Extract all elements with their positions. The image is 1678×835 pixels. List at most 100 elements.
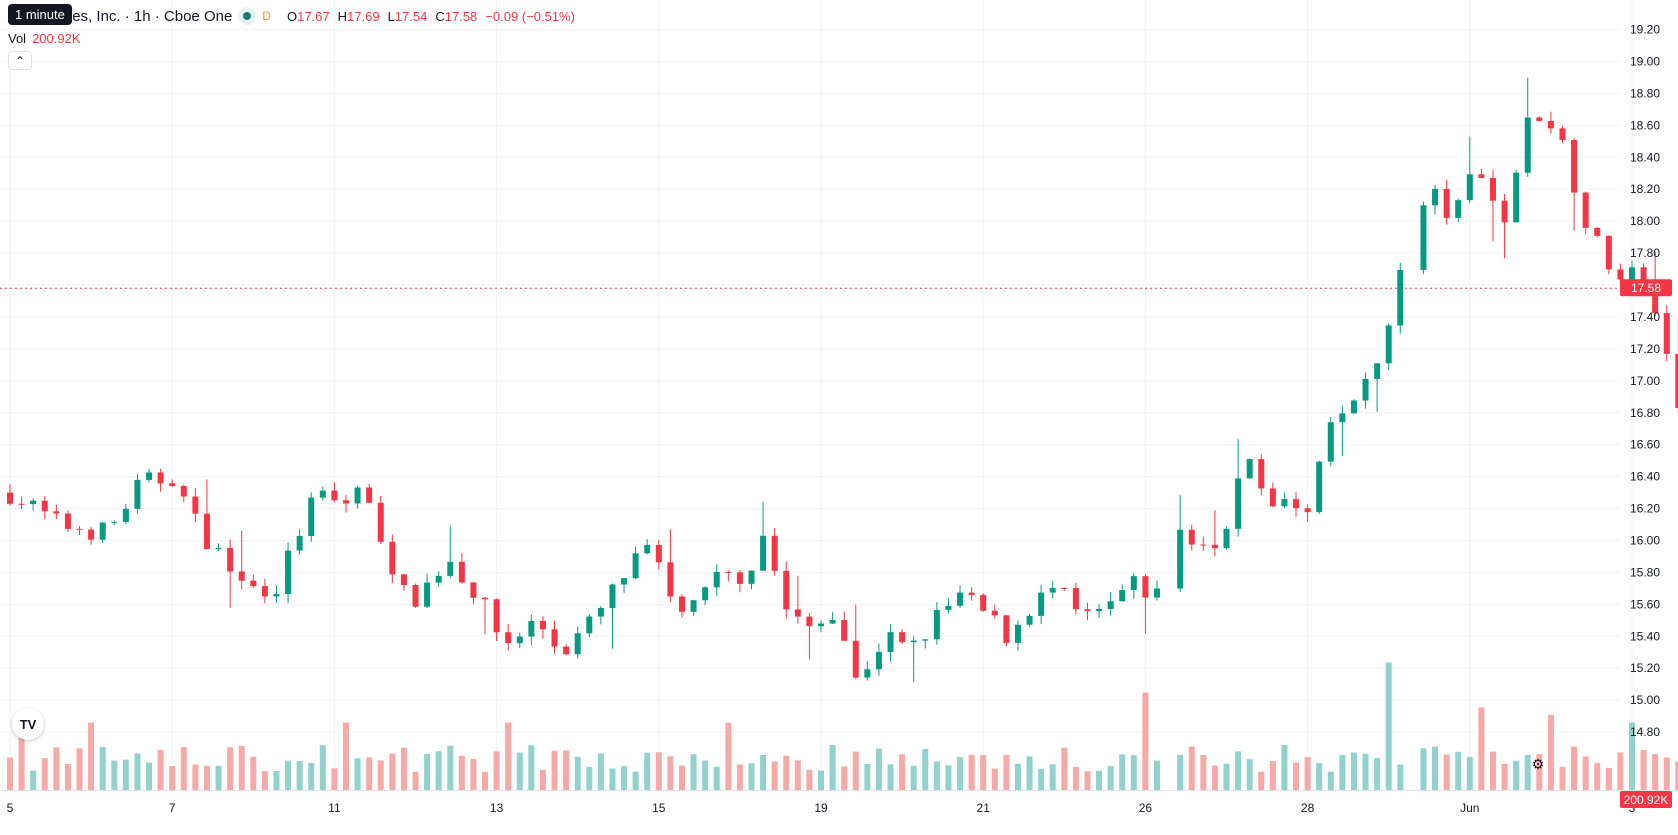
candle-body <box>99 522 106 540</box>
volume-bar <box>1350 752 1357 790</box>
price-tick-label: 16.20 <box>1630 502 1660 516</box>
volume-bar <box>1119 754 1126 790</box>
volume-bar <box>678 765 685 790</box>
candle-body <box>1014 624 1021 643</box>
volume-bar <box>667 756 674 790</box>
volume-bar <box>1153 760 1160 790</box>
candle-body <box>157 472 164 484</box>
candle-body <box>922 639 929 641</box>
volume-bar <box>1513 760 1520 790</box>
candle-body <box>586 616 593 634</box>
volume-legend[interactable]: Vol 200.92K <box>8 31 81 46</box>
volume-bar <box>1362 753 1369 790</box>
volume-bar <box>551 750 558 790</box>
candle-body <box>678 596 685 612</box>
tradingview-logo-icon[interactable]: TV <box>12 708 44 740</box>
volume-bar <box>1096 770 1103 790</box>
volume-bar <box>1443 754 1450 790</box>
volume-bar <box>725 722 732 790</box>
candle-body <box>424 582 431 607</box>
volume-bar <box>574 756 581 790</box>
price-tick-label: 18.40 <box>1630 150 1660 164</box>
volume-bar <box>887 764 894 790</box>
grid <box>0 0 1678 791</box>
volume-bar <box>1397 764 1404 790</box>
candle-body <box>215 548 222 550</box>
candle-body <box>1582 192 1589 228</box>
price-tick-label: 18.60 <box>1630 118 1660 132</box>
symbol-legend[interactable]: echnologies, Inc. · 1h · Cboe One D O17.… <box>8 7 575 25</box>
volume-bar <box>1038 768 1045 790</box>
candle-body <box>1478 174 1485 178</box>
volume-bar <box>1293 762 1300 790</box>
candle-body <box>18 503 25 505</box>
collapse-legend-button[interactable]: ⌃ <box>8 51 32 70</box>
volume-bar <box>1385 662 1392 790</box>
price-axis[interactable]: 19.20 19.00 18.80 18.60 18.40 18.20 18.00 17.80… <box>1630 23 1660 740</box>
volume-bar <box>1026 756 1033 790</box>
volume-bar <box>505 722 512 790</box>
candle-body <box>1640 267 1647 289</box>
volume-bar <box>1675 761 1678 790</box>
candle-body <box>1084 609 1091 612</box>
volume-bar <box>319 745 326 790</box>
volume-bar <box>1617 752 1624 790</box>
candle-body <box>1443 188 1450 218</box>
volume-bar <box>655 752 662 790</box>
volume-bar <box>1049 764 1056 790</box>
candle-body <box>1547 120 1554 129</box>
candle-body <box>319 490 326 498</box>
volume-bar <box>586 766 593 790</box>
candle-body <box>899 632 906 643</box>
volume-bar <box>261 771 268 790</box>
candle-body <box>111 521 118 523</box>
candle-body <box>1223 528 1230 549</box>
volume-bar <box>1223 763 1230 790</box>
candle-body <box>1652 288 1659 314</box>
candle-body <box>354 487 361 504</box>
candle-body <box>1362 378 1369 401</box>
volume-bar <box>354 758 361 790</box>
volume-bar <box>180 747 187 790</box>
candle-body <box>690 600 697 612</box>
candle-body <box>331 490 338 501</box>
price-tick-label: 19.00 <box>1630 54 1660 68</box>
candle-body <box>968 592 975 595</box>
price-tick-label: 15.60 <box>1630 597 1660 611</box>
candle-body <box>539 620 546 630</box>
interval-tooltip: 1 minute <box>8 4 72 25</box>
price-tick-label: 17.20 <box>1630 342 1660 356</box>
price-tick-label: 15.80 <box>1630 565 1660 579</box>
time-axis[interactable]: 5711131519212628Jun35911151722242630 <box>7 801 1678 815</box>
candle-body <box>76 528 83 530</box>
candle-body <box>1397 269 1404 326</box>
candle-body <box>771 535 778 571</box>
volume-bar <box>215 765 222 790</box>
volume-bar <box>632 771 639 790</box>
volume-bar <box>1084 771 1091 790</box>
market-status-icon[interactable] <box>238 7 257 25</box>
candle-body <box>1466 174 1473 201</box>
candle-body <box>273 594 280 597</box>
gear-icon[interactable]: ⚙ <box>1531 756 1545 772</box>
candle-body <box>806 616 813 627</box>
volume-bar <box>736 764 743 790</box>
volume-bar <box>377 760 384 790</box>
candle-body <box>88 529 95 540</box>
volume-bar <box>192 764 199 790</box>
volume-bar <box>702 760 709 790</box>
time-tick-label: 7 <box>169 801 176 815</box>
candle-body <box>1304 508 1311 513</box>
volume-bar <box>1455 751 1462 790</box>
candle-body <box>644 544 651 554</box>
volume-bar <box>922 748 929 790</box>
price-tick-label: 16.60 <box>1630 438 1660 452</box>
volume-bar <box>864 763 871 790</box>
candle-body <box>1107 601 1114 609</box>
data-badge[interactable]: D <box>262 9 271 23</box>
volume-bar <box>516 752 523 790</box>
volume-bar <box>1559 766 1566 790</box>
candle-body <box>412 584 419 607</box>
volume-bar <box>644 752 651 790</box>
